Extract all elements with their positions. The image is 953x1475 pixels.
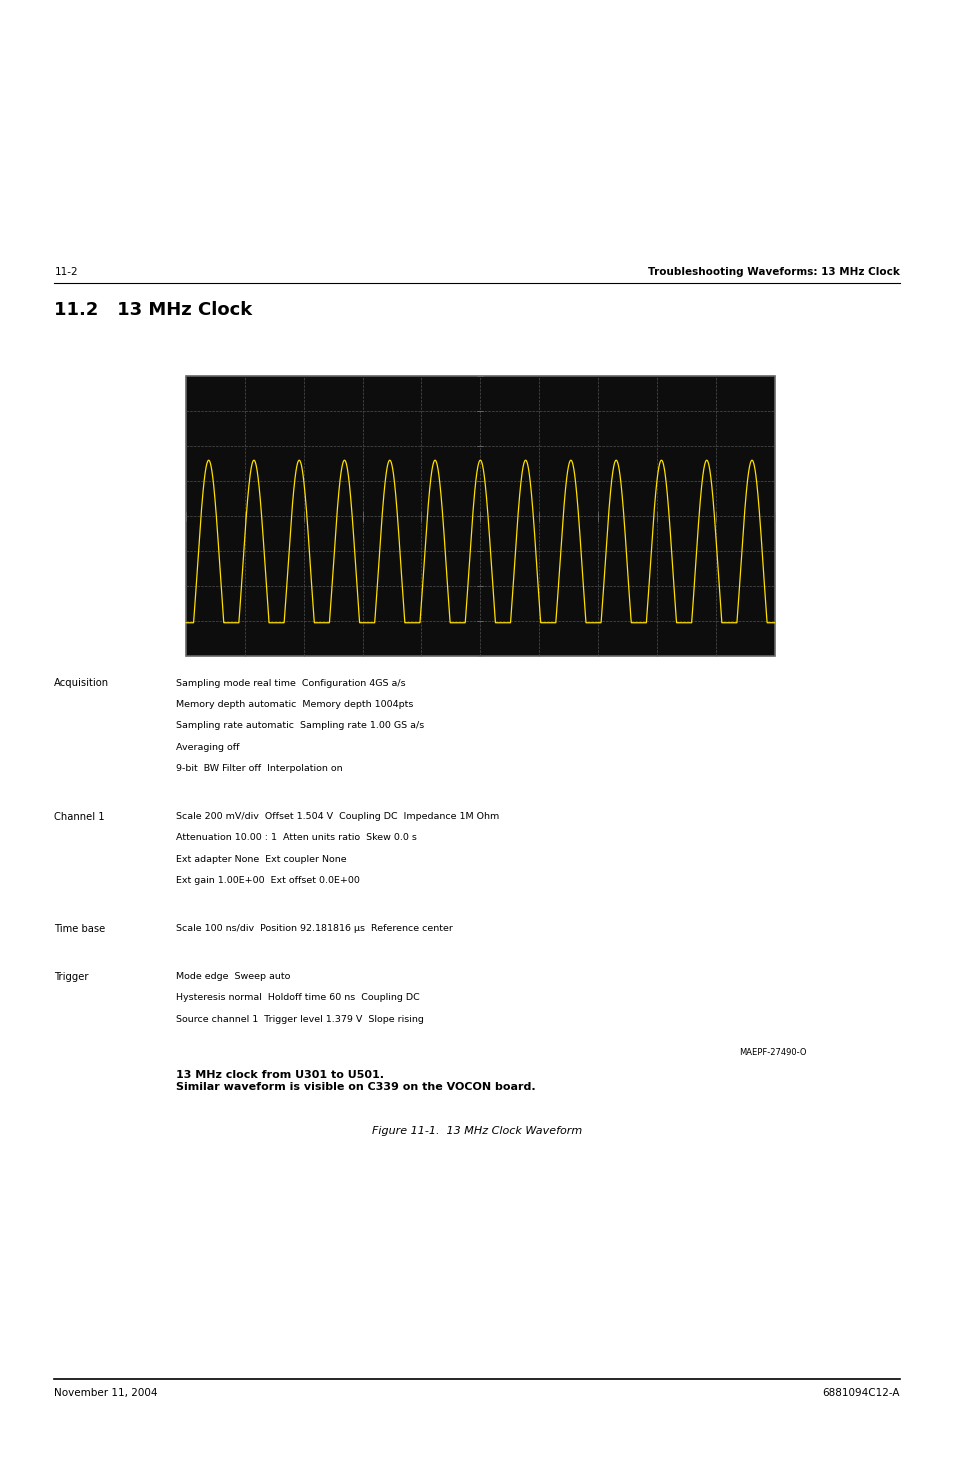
Text: Attenuation 10.00 : 1  Atten units ratio  Skew 0.0 s: Attenuation 10.00 : 1 Atten units ratio … <box>176 833 416 842</box>
Text: Averaging off: Averaging off <box>176 742 240 752</box>
Text: 9-bit  BW Filter off  Interpolation on: 9-bit BW Filter off Interpolation on <box>176 764 343 773</box>
Text: Sampling rate automatic  Sampling rate 1.00 GS a/s: Sampling rate automatic Sampling rate 1.… <box>176 721 424 730</box>
Text: Ext adapter None  Ext coupler None: Ext adapter None Ext coupler None <box>176 855 347 864</box>
Text: Ext gain 1.00E+00  Ext offset 0.0E+00: Ext gain 1.00E+00 Ext offset 0.0E+00 <box>176 876 360 885</box>
Text: Troubleshooting Waveforms: 13 MHz Clock: Troubleshooting Waveforms: 13 MHz Clock <box>647 267 899 277</box>
Text: Hysteresis normal  Holdoff time 60 ns  Coupling DC: Hysteresis normal Holdoff time 60 ns Cou… <box>176 994 420 1003</box>
Text: Time base: Time base <box>54 923 106 934</box>
Bar <box>186 376 774 656</box>
Text: Memory depth automatic  Memory depth 1004pts: Memory depth automatic Memory depth 1004… <box>176 699 414 709</box>
Text: MAEPF-27490-O: MAEPF-27490-O <box>738 1047 805 1058</box>
Text: Sampling mode real time  Configuration 4GS a/s: Sampling mode real time Configuration 4G… <box>176 678 406 687</box>
Text: Channel 1: Channel 1 <box>54 811 105 822</box>
Text: Scale 200 mV/div  Offset 1.504 V  Coupling DC  Impedance 1M Ohm: Scale 200 mV/div Offset 1.504 V Coupling… <box>176 811 499 822</box>
Text: 11-2: 11-2 <box>54 267 78 277</box>
Text: November 11, 2004: November 11, 2004 <box>54 1388 157 1398</box>
Text: Scale 100 ns/div  Position 92.181816 μs  Reference center: Scale 100 ns/div Position 92.181816 μs R… <box>176 923 453 934</box>
Text: Acquisition: Acquisition <box>54 678 110 689</box>
Text: Source channel 1  Trigger level 1.379 V  Slope rising: Source channel 1 Trigger level 1.379 V S… <box>176 1015 424 1024</box>
Text: Trigger: Trigger <box>54 972 89 982</box>
Text: 11.2   13 MHz Clock: 11.2 13 MHz Clock <box>54 301 253 319</box>
Text: 13 MHz clock from U301 to U501.
Similar waveform is visible on C339 on the VOCON: 13 MHz clock from U301 to U501. Similar … <box>176 1071 536 1092</box>
Text: 6881094C12-A: 6881094C12-A <box>821 1388 899 1398</box>
Text: Mode edge  Sweep auto: Mode edge Sweep auto <box>176 972 291 981</box>
Text: Figure 11-1.  13 MHz Clock Waveform: Figure 11-1. 13 MHz Clock Waveform <box>372 1127 581 1136</box>
